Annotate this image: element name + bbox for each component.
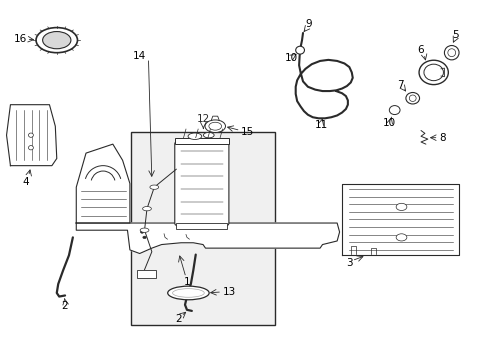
Text: 10: 10 [383,118,396,128]
Text: 14: 14 [133,51,146,61]
Ellipse shape [408,95,415,102]
Ellipse shape [395,203,406,211]
Ellipse shape [423,64,443,81]
Ellipse shape [395,234,406,241]
Text: 15: 15 [241,127,254,136]
Text: 7: 7 [396,80,403,90]
Text: 4: 4 [22,177,29,187]
Polygon shape [341,184,458,255]
Text: 13: 13 [222,287,235,297]
Text: 1: 1 [184,277,190,287]
Ellipse shape [142,236,146,239]
Ellipse shape [42,32,71,49]
Ellipse shape [167,286,209,300]
Text: 12: 12 [196,114,209,125]
Ellipse shape [204,120,225,132]
Ellipse shape [418,60,447,85]
Ellipse shape [140,231,143,233]
Ellipse shape [28,133,33,137]
Ellipse shape [208,122,221,130]
Ellipse shape [203,132,214,138]
Text: 9: 9 [305,19,311,29]
Text: 8: 8 [439,133,445,143]
Text: 2: 2 [61,301,68,311]
Bar [137,270,156,278]
Ellipse shape [36,28,77,53]
Ellipse shape [388,105,399,114]
Text: 16: 16 [14,34,27,44]
Text: 11: 11 [314,121,327,130]
Ellipse shape [28,145,33,150]
Text: 6: 6 [417,45,424,55]
Ellipse shape [140,228,149,232]
Ellipse shape [150,185,158,189]
Text: 5: 5 [451,30,458,40]
Bar [131,132,275,325]
Ellipse shape [447,49,455,57]
Polygon shape [76,144,130,223]
Ellipse shape [405,93,419,104]
Ellipse shape [295,46,304,54]
Text: 2: 2 [175,314,182,324]
Ellipse shape [444,45,458,60]
Ellipse shape [142,207,151,211]
Bar [176,223,227,229]
Polygon shape [6,105,57,166]
Text: 3: 3 [346,258,352,268]
Text: 10: 10 [284,53,297,63]
Bar [174,138,228,144]
Ellipse shape [172,289,204,297]
Polygon shape [76,223,339,253]
Ellipse shape [188,133,201,139]
FancyBboxPatch shape [174,141,228,226]
